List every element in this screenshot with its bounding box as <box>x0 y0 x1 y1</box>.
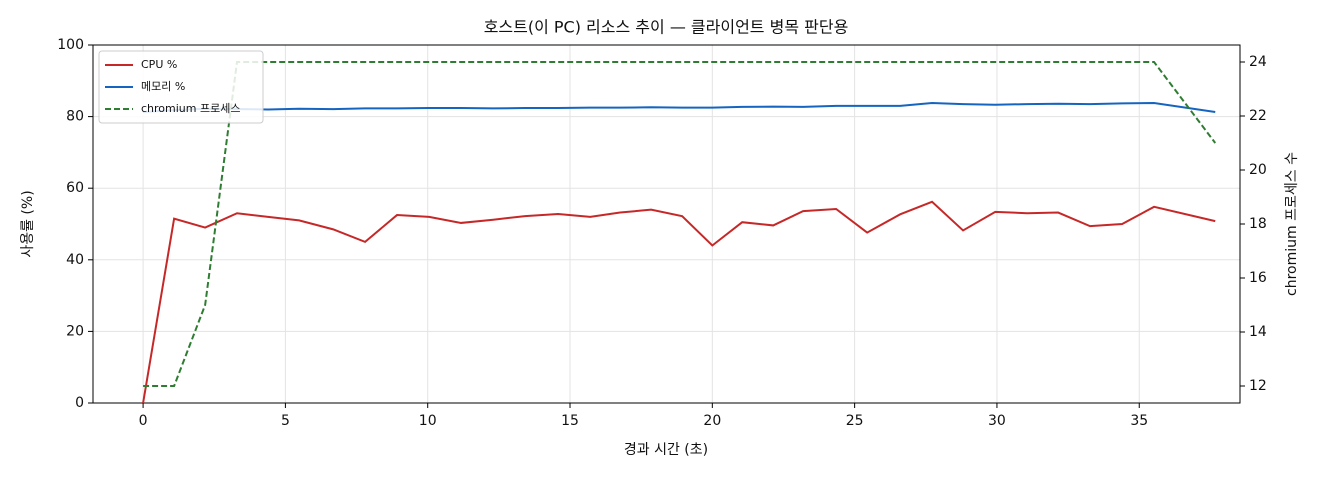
x-tick-label: 15 <box>561 413 579 429</box>
y-tick-label: 80 <box>66 109 84 125</box>
y2-tick-label: 12 <box>1249 378 1267 394</box>
y2-tick-label: 14 <box>1249 324 1267 340</box>
series-line <box>143 61 1217 387</box>
y2-tick-label: 20 <box>1249 162 1267 178</box>
x-tick-label: 30 <box>988 413 1006 429</box>
legend: CPU % 메모리 % chromium 프로세스 <box>98 50 264 124</box>
x-tick-label: 10 <box>419 413 437 429</box>
y-tick-label: 0 <box>75 395 84 411</box>
y-tick-label: 100 <box>57 37 84 53</box>
y2-tick-label: 16 <box>1249 270 1267 286</box>
x-axis-label: 경과 시간 (초) <box>624 442 708 458</box>
y2-tick-label: 22 <box>1249 108 1267 124</box>
x-tick-label: 20 <box>703 413 721 429</box>
y-tick-label: 60 <box>66 180 84 196</box>
legend-label: 메모리 % <box>141 80 185 93</box>
legend-label: chromium 프로세스 <box>141 102 240 115</box>
legend-label: CPU % <box>141 58 177 71</box>
x-tick-label: 5 <box>281 413 290 429</box>
series-line <box>143 101 1216 113</box>
y-axis-label: 사용률 (%) <box>20 190 36 257</box>
x-tick-label: 35 <box>1130 413 1148 429</box>
x-tick-label: 0 <box>139 413 148 429</box>
y-tick-label: 20 <box>66 323 84 339</box>
legend-box <box>98 50 264 124</box>
x-tick-label: 25 <box>846 413 864 429</box>
series-line <box>142 200 1216 404</box>
plot-frame <box>92 44 1241 404</box>
y2-tick-label: 24 <box>1249 54 1267 70</box>
y2-axis-label: chromium 프로세스 수 <box>1284 152 1300 296</box>
y-tick-label: 40 <box>66 252 84 268</box>
chart-title: 호스트(이 PC) 리소스 추이 — 클라이언트 병목 판단용 <box>484 18 849 37</box>
y2-tick-label: 18 <box>1249 216 1267 232</box>
